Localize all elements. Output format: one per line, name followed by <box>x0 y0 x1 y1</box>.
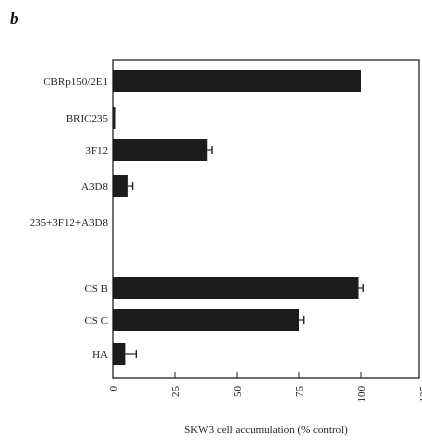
x-tick-label: 75 <box>294 386 306 398</box>
error-bar <box>125 350 138 358</box>
category-label: CS B <box>84 283 108 295</box>
x-tick-label: 100 <box>356 386 368 403</box>
error-bar <box>207 146 213 154</box>
plot-frame <box>112 59 420 379</box>
category-label: CBRp150/2E1 <box>43 76 108 88</box>
x-tick-label: 125 <box>418 386 422 403</box>
error-bar <box>127 182 134 190</box>
bar <box>113 343 126 365</box>
category-label: 3F12 <box>85 145 108 157</box>
error-bar <box>358 284 364 292</box>
bar <box>113 175 128 197</box>
panel-label: b <box>10 9 19 28</box>
bar <box>113 107 116 129</box>
bar <box>113 70 361 92</box>
category-label: HA <box>92 349 108 361</box>
error-bar <box>299 316 305 324</box>
x-tick-label: 50 <box>232 386 244 398</box>
category-label: CS C <box>84 315 108 327</box>
x-tick-label: 0 <box>108 386 120 392</box>
bar <box>113 139 208 161</box>
bar <box>113 309 299 331</box>
x-axis-label: SKW3 cell accumulation (% control) <box>184 424 348 436</box>
bar <box>113 277 359 299</box>
x-tick-label: 25 <box>170 386 182 398</box>
category-label: 235+3F12+A3D8 <box>30 217 109 229</box>
category-label: BRIC235 <box>66 113 109 125</box>
category-label: A3D8 <box>81 181 108 193</box>
